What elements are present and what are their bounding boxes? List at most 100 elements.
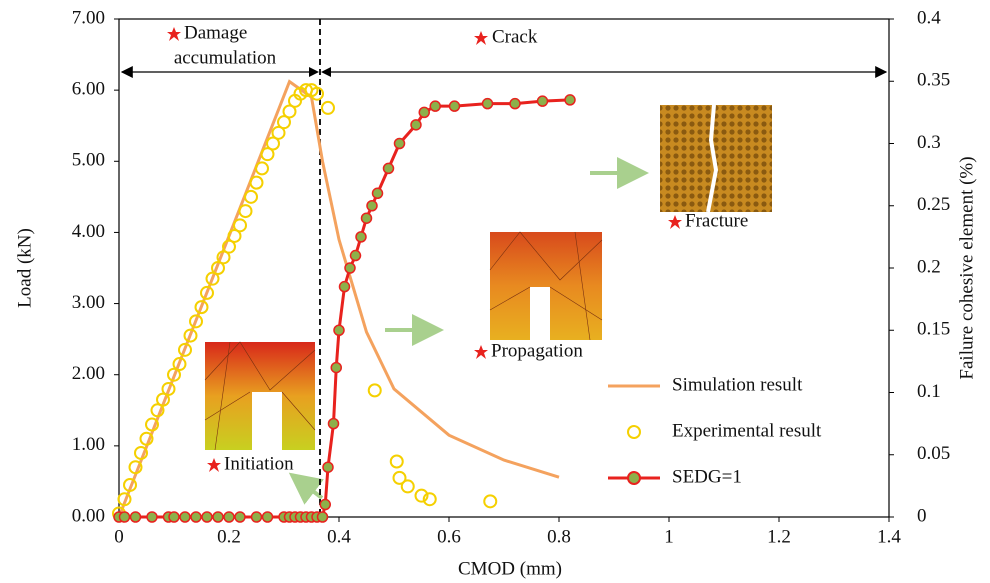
series-marker [118, 511, 131, 523]
series-marker [212, 511, 224, 523]
series-marker [205, 271, 220, 286]
series-marker [344, 262, 356, 274]
y2-tick-label: 0.4 [917, 7, 941, 28]
series-marker [371, 187, 384, 200]
y2-tick-label: 0.25 [917, 194, 950, 215]
series-marker [128, 460, 143, 475]
annotation: Propagation [491, 340, 583, 361]
series-marker [238, 204, 253, 219]
y-tick-label: 4.00 [72, 221, 105, 242]
series-marker [327, 417, 340, 430]
series-marker [233, 218, 247, 233]
series-marker [414, 488, 429, 503]
annotation: Fracture [685, 210, 748, 231]
series-marker [282, 104, 297, 119]
series-marker [211, 261, 225, 275]
y-tick-label: 3.00 [72, 292, 105, 313]
series-marker [366, 200, 378, 212]
annotation: Damage [184, 22, 247, 43]
series-marker [382, 162, 395, 175]
series-marker [400, 479, 415, 494]
inset-fracture [660, 104, 772, 213]
y2-tick-label: 0.3 [917, 132, 941, 153]
x-tick-label: 1 [664, 526, 674, 547]
series-marker [249, 175, 264, 190]
series-marker [150, 403, 165, 418]
series-marker [333, 324, 345, 336]
series-marker [389, 454, 404, 469]
y2-tick-label: 0 [917, 505, 927, 526]
y2-tick-label: 0.35 [917, 70, 950, 91]
y2-tick-label: 0.05 [917, 443, 950, 464]
series-marker [418, 106, 430, 119]
stars [167, 27, 682, 472]
series-marker [316, 511, 329, 523]
y-tick-label: 6.00 [72, 79, 105, 100]
y2-axis-label: Failure cohesive element (%) [956, 156, 977, 379]
x-tick-label: 0.4 [327, 526, 351, 547]
y-tick-label: 0.00 [72, 505, 105, 526]
legend-label: Simulation result [672, 374, 803, 395]
y-tick-label: 7.00 [72, 7, 105, 28]
series-marker [167, 367, 181, 382]
x-tick-label: 0.8 [547, 526, 571, 547]
y-tick-label: 2.00 [72, 363, 105, 384]
y2-tick-label: 0.2 [917, 256, 941, 277]
series-marker [360, 212, 373, 224]
legend-marker [627, 425, 641, 439]
series-marker [189, 314, 203, 329]
inset-propagation [489, 231, 603, 341]
series-marker [392, 470, 407, 485]
series-marker [429, 100, 441, 112]
series-marker [168, 511, 180, 523]
series-marker [481, 97, 494, 110]
series-marker [250, 511, 263, 523]
inset-initiation [204, 341, 316, 451]
series-marker [321, 100, 335, 115]
x-tick-label: 0.2 [217, 526, 241, 547]
legend-marker [627, 471, 641, 485]
series-marker [139, 431, 154, 446]
series-marker [483, 494, 498, 509]
series-marker [123, 477, 137, 492]
series-marker [509, 97, 521, 110]
series-marker [227, 228, 242, 243]
series-marker [244, 189, 258, 204]
series-marker [255, 161, 269, 176]
series-marker [200, 285, 214, 300]
series-marker [338, 280, 351, 293]
x-tick-label: 0.6 [437, 526, 461, 547]
series-marker [222, 239, 236, 254]
series-marker [117, 492, 132, 507]
series-marker [156, 392, 170, 407]
y-tick-label: 5.00 [72, 150, 105, 171]
series-marker [261, 511, 274, 523]
series-marker [310, 86, 324, 101]
series-marker [134, 445, 148, 460]
series-marker [178, 342, 192, 357]
series-marker [190, 511, 202, 523]
series-marker [448, 100, 461, 112]
series-marker [536, 95, 549, 107]
series-marker [410, 119, 422, 131]
series-marker [367, 383, 382, 398]
y-tick-label: 1.00 [72, 434, 105, 455]
x-axis-label: CMOD (mm) [458, 558, 562, 579]
series-marker [179, 511, 191, 523]
series-marker [194, 300, 209, 315]
series-marker [271, 125, 286, 140]
series-marker [277, 115, 291, 130]
series-marker [322, 461, 334, 473]
series-marker [349, 249, 362, 262]
x-tick-label: 0 [114, 526, 124, 547]
series-marker [223, 511, 235, 523]
series-marker [260, 147, 275, 162]
series-marker [319, 498, 331, 511]
series-marker [216, 250, 231, 265]
series-marker [422, 492, 437, 507]
y2-tick-label: 0.15 [917, 319, 950, 340]
x-tick-label: 1.2 [767, 526, 791, 547]
green-arrows [288, 157, 649, 505]
y-axis-label: Load (kN) [14, 228, 35, 308]
legend-label: Experimental result [672, 420, 822, 441]
